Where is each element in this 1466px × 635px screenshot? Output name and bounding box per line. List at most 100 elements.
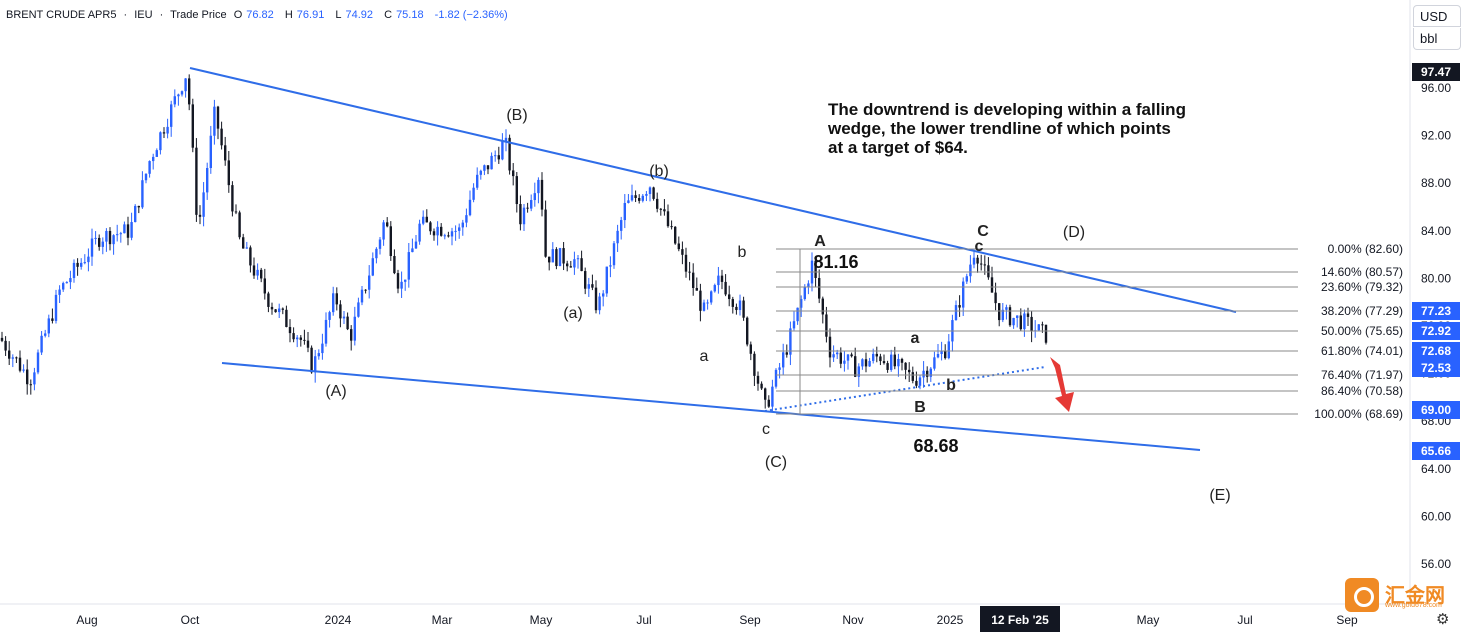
candle-body xyxy=(458,227,461,231)
candle-body xyxy=(854,356,857,377)
candle-body xyxy=(324,319,328,344)
candle-body xyxy=(206,168,209,193)
symbol-name[interactable]: BRENT CRUDE APR5 xyxy=(6,9,117,21)
candle-body xyxy=(666,211,670,227)
candle-body xyxy=(112,235,115,245)
price-badge-label: 72.53 xyxy=(1421,361,1451,375)
candle-body xyxy=(342,316,346,319)
candle-body xyxy=(832,354,835,358)
candle-body xyxy=(260,269,263,279)
candle-body xyxy=(954,305,958,321)
candle-body xyxy=(296,337,299,340)
fib-level-label: 38.20% (77.29) xyxy=(1321,304,1403,318)
candle-body xyxy=(87,256,90,263)
candle-body xyxy=(368,275,371,290)
y-tick-label: 80.00 xyxy=(1421,271,1451,285)
candle-body xyxy=(360,289,364,303)
candle-body xyxy=(54,294,58,321)
candle-body xyxy=(418,223,421,242)
candle-body xyxy=(364,289,367,291)
candle-body xyxy=(432,231,436,236)
currency-selector[interactable]: USD xyxy=(1413,5,1461,27)
fib-level-label: 50.00% (75.65) xyxy=(1321,324,1403,338)
candle-body xyxy=(90,238,94,257)
candle-body xyxy=(389,226,392,257)
candle-body xyxy=(522,207,526,225)
candle-body xyxy=(962,281,965,308)
candle-body xyxy=(609,265,612,267)
candle-body xyxy=(911,372,914,381)
candle-body xyxy=(94,237,97,239)
candle-body xyxy=(990,277,994,293)
candle-body xyxy=(933,357,936,369)
candle-body xyxy=(267,293,270,307)
open-value: 76.82 xyxy=(246,9,274,21)
candle-body xyxy=(317,353,320,357)
candle-body xyxy=(242,237,245,249)
candle-body xyxy=(166,126,169,134)
y-tick-label: 64.00 xyxy=(1421,462,1451,476)
candle-body xyxy=(879,356,882,362)
x-tick-label: Jul xyxy=(1237,613,1252,627)
candle-body xyxy=(4,340,7,351)
candle-body xyxy=(659,208,662,210)
watermark-logo: 汇金网 www.gold678.com xyxy=(1345,578,1465,614)
candle-body xyxy=(400,281,403,289)
candle-body xyxy=(148,161,151,174)
candle-body xyxy=(987,265,990,278)
candle-body xyxy=(198,214,202,217)
candle-body xyxy=(105,230,108,242)
candle-body xyxy=(774,369,778,387)
candle-body xyxy=(411,248,414,253)
y-tick-label: 84.00 xyxy=(1421,224,1451,238)
candle-body xyxy=(1044,324,1048,343)
candle-body xyxy=(674,226,677,244)
candle-body xyxy=(170,104,173,127)
candle-body xyxy=(249,247,252,266)
candle-body xyxy=(713,285,716,292)
candle-body xyxy=(58,289,61,295)
candle-body xyxy=(789,328,792,355)
candle-body xyxy=(328,312,331,320)
candle-body xyxy=(508,137,511,171)
chart-header: BRENT CRUDE APR5 · IEU · Trade Price O 76… xyxy=(6,9,512,21)
candle-body xyxy=(422,216,425,224)
unit-selector[interactable]: bbl xyxy=(1413,28,1461,50)
candle-body xyxy=(256,269,259,276)
analysis-annotation: The downtrend is developing within a fal… xyxy=(828,100,1186,157)
candle-body xyxy=(1001,309,1004,321)
candle-body xyxy=(303,339,306,341)
candle-body xyxy=(65,282,68,284)
dot-separator: · xyxy=(159,9,164,21)
candle-body xyxy=(494,155,497,157)
candle-body xyxy=(501,141,504,160)
candle-body xyxy=(882,361,886,364)
candle-body xyxy=(803,287,806,300)
x-tick-label: 2024 xyxy=(325,613,352,627)
candle-body xyxy=(8,350,11,359)
price-badge xyxy=(1412,302,1460,320)
candle-body xyxy=(828,336,832,358)
candle-body xyxy=(227,160,230,186)
candle-body xyxy=(936,354,940,358)
candle-body xyxy=(893,354,896,367)
candle-body xyxy=(749,344,752,354)
candle-body xyxy=(692,272,695,288)
candle-body xyxy=(468,199,472,216)
candle-body xyxy=(101,241,104,247)
settings-gear-icon[interactable]: ⚙ xyxy=(1436,611,1450,628)
candle-body xyxy=(40,335,43,353)
candle-body xyxy=(796,307,799,322)
price-badge xyxy=(1412,322,1460,340)
candle-body xyxy=(602,293,605,297)
candle-body xyxy=(695,287,698,291)
price-badge xyxy=(1412,401,1460,419)
candle-body xyxy=(929,368,932,377)
price-badge xyxy=(1412,63,1460,81)
candle-body xyxy=(310,347,313,373)
price-badge-label: 72.68 xyxy=(1421,344,1451,358)
candle-body xyxy=(69,278,72,283)
x-tick-label: May xyxy=(530,613,553,627)
wave-label: C xyxy=(977,223,989,240)
